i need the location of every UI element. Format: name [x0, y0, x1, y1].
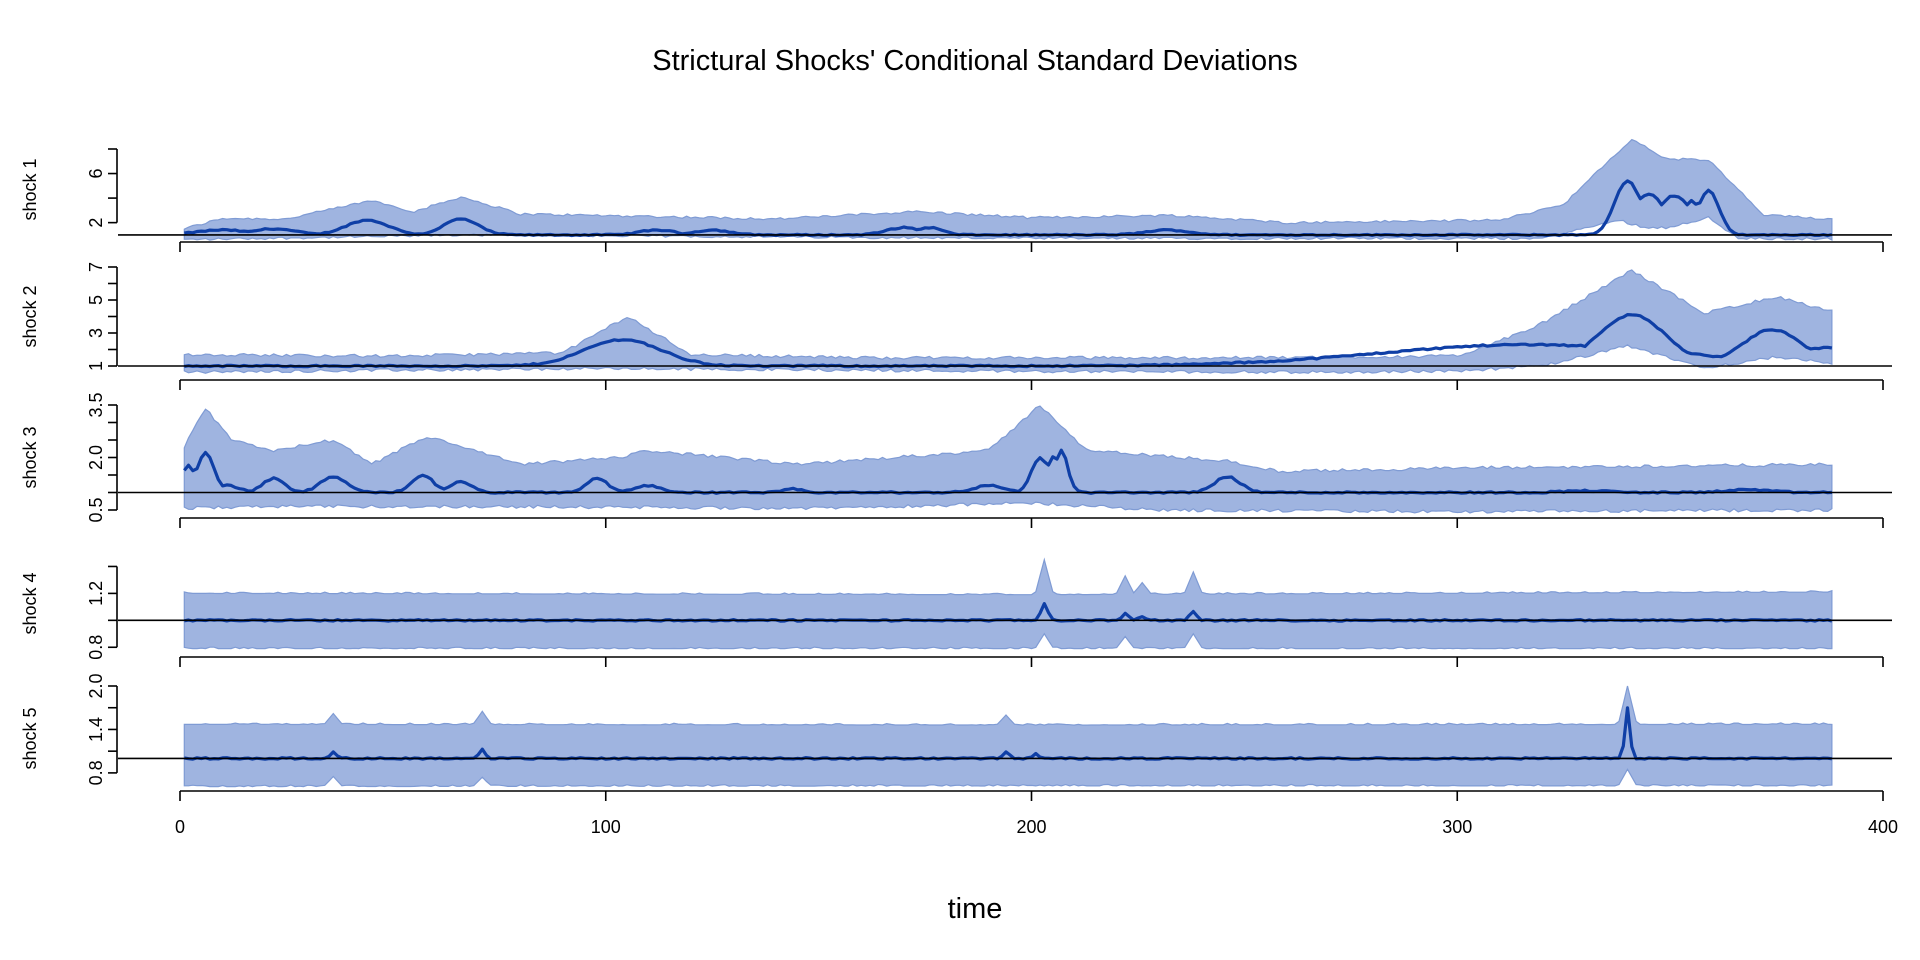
- median-line: [183, 448, 1833, 495]
- panel-4: 0.8 1.2 shock 4: [20, 557, 1892, 667]
- y-axis-label: shock 5: [20, 707, 40, 769]
- panel-2: 1 3 5 7 shock 2: [20, 262, 1892, 390]
- y-axis-label: shock 3: [20, 426, 40, 488]
- x-tick-label: 300: [1442, 817, 1472, 837]
- y-axis-label: shock 1: [20, 158, 40, 220]
- y-tick-label: 3: [86, 328, 106, 338]
- x-tick-label: 400: [1868, 817, 1898, 837]
- y-tick-label: 0.8: [86, 635, 106, 660]
- y-tick-label: 6: [86, 169, 106, 179]
- y-tick-label: 1: [86, 361, 106, 371]
- y-tick-label: 0.8: [86, 760, 106, 785]
- y-tick-label: 1.4: [86, 717, 106, 742]
- x-axis-label: time: [948, 893, 1003, 925]
- y-tick-label: 1.2: [86, 581, 106, 606]
- y-tick-label: 3.5: [86, 392, 106, 417]
- y-axis-label: shock 4: [20, 572, 40, 634]
- credible-band: [183, 557, 1833, 650]
- chart-title: Strictural Shocks' Conditional Standard …: [652, 45, 1297, 77]
- panel-3: 0.5 2.0 3.5 shock 3: [20, 392, 1892, 528]
- credible-band: [183, 405, 1833, 514]
- y-tick-label: 7: [86, 262, 106, 272]
- panel-5: 0.8 1.4 2.0 shock 5 0 100 200 300 400: [20, 673, 1898, 837]
- x-tick-label: 100: [591, 817, 621, 837]
- y-tick-label: 5: [86, 295, 106, 305]
- credible-band: [183, 269, 1833, 375]
- x-tick-label: 200: [1016, 817, 1046, 837]
- x-tick-label: 0: [175, 817, 185, 837]
- y-tick-label: 0.5: [86, 497, 106, 522]
- credible-band: [183, 138, 1833, 241]
- panel-1: 2 6 shock 1: [20, 138, 1892, 252]
- panels: 2 6 shock 1 1 3 5 7 shock 2 0.5 2.0 3.5 shock 3 0.8 1…: [20, 138, 1898, 837]
- y-tick-label: 2.0: [86, 673, 106, 698]
- y-tick-label: 2: [86, 218, 106, 228]
- y-axis-label: shock 2: [20, 285, 40, 347]
- credible-band: [183, 685, 1833, 788]
- y-tick-label: 2.0: [86, 445, 106, 470]
